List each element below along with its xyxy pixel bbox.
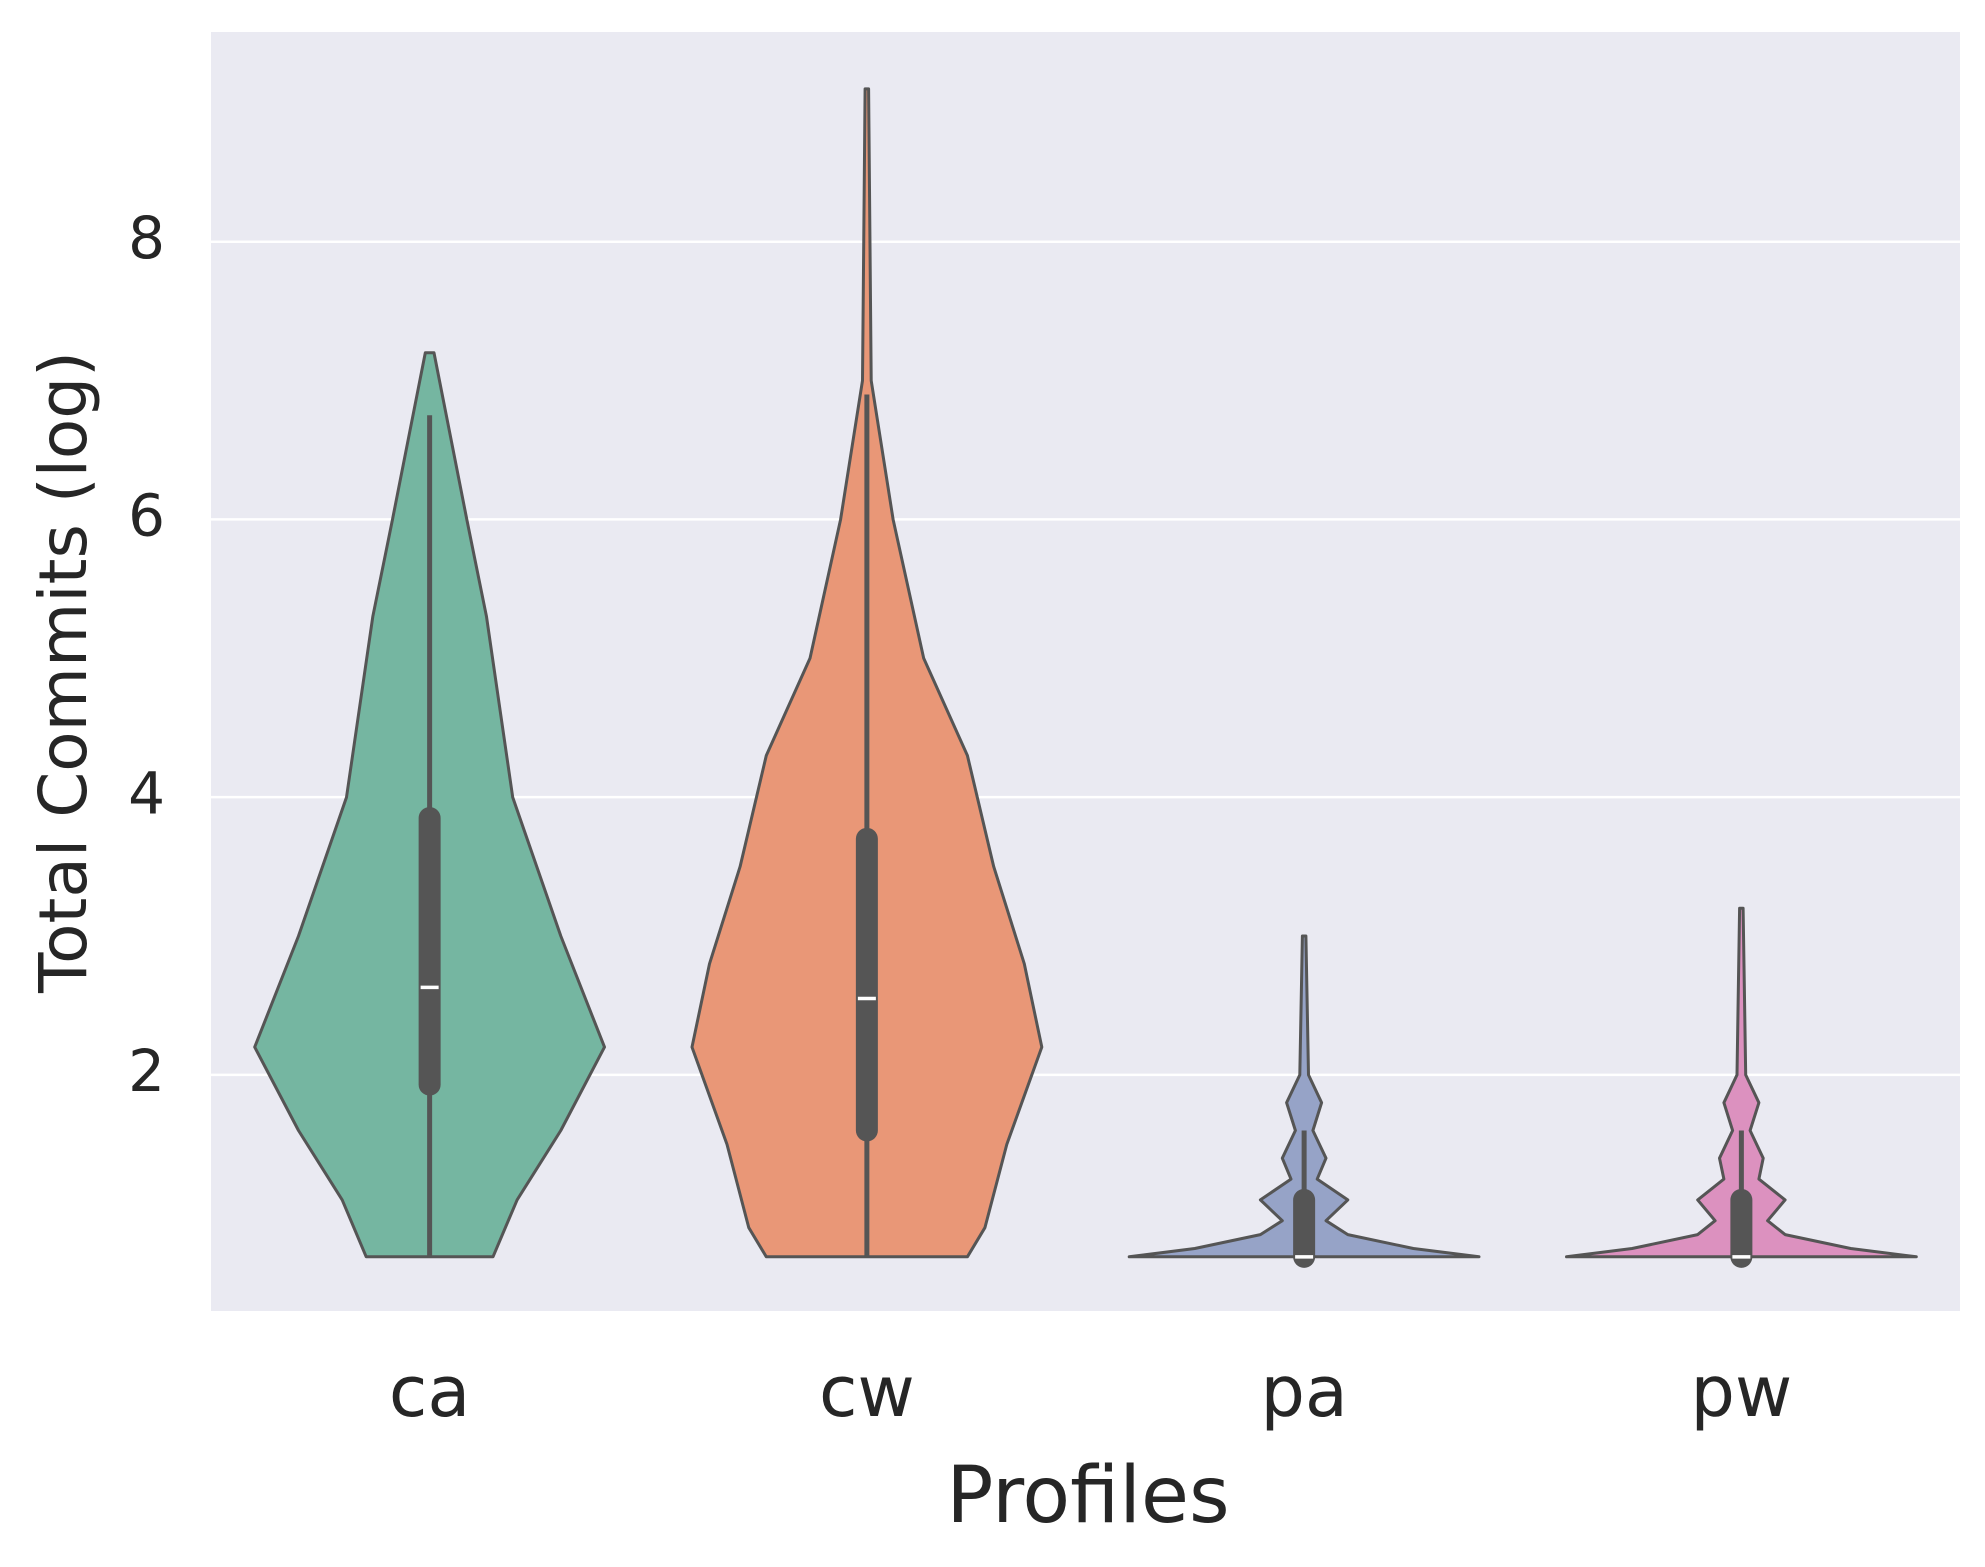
x-tick-label: cw — [819, 1351, 915, 1433]
y-tick-label: 8 — [128, 204, 165, 272]
y-tick-label: 2 — [128, 1037, 165, 1105]
x-tick-label: pa — [1260, 1351, 1347, 1433]
y-tick-label: 4 — [128, 759, 165, 827]
x-tick-label: pw — [1691, 1351, 1793, 1433]
violin-body — [1127, 934, 1481, 1259]
x-tick-label: ca — [389, 1351, 470, 1433]
y-tick-label: 6 — [128, 482, 165, 550]
x-axis-label: Profiles — [946, 1451, 1229, 1541]
y-axis-label: Total Commits (log) — [25, 351, 102, 994]
violin-body — [1565, 906, 1918, 1259]
